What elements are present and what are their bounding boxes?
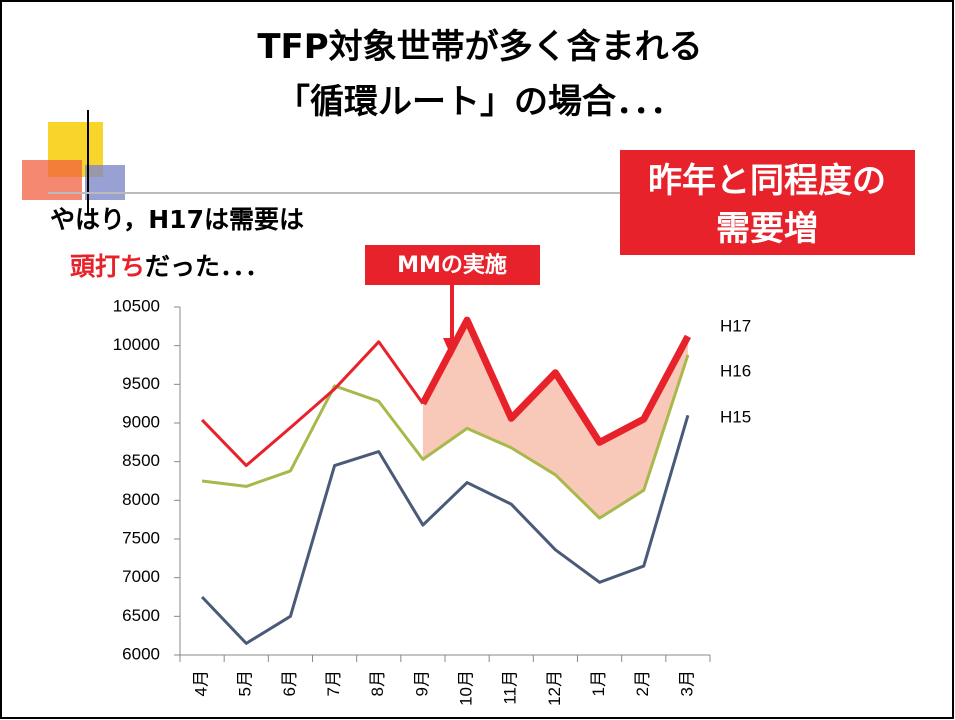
deco <box>85 165 125 200</box>
note-red: 頭打ち <box>70 252 145 281</box>
x-tick-label: 2月 <box>633 670 652 696</box>
callout: 昨年と同程度の <box>648 161 886 201</box>
note: やはり，H17は需要は <box>50 205 304 234</box>
y-tick-label: 10500 <box>113 296 160 315</box>
mm-label: MMの実施 <box>397 252 507 278</box>
callout: 需要増 <box>716 209 818 249</box>
y-tick-label: 9000 <box>122 412 160 431</box>
y-tick-label: 6500 <box>122 606 160 625</box>
y-tick-label: 6000 <box>122 644 160 663</box>
x-tick-label: 10月 <box>457 670 476 706</box>
note: 頭打ちだった．．． <box>70 252 270 281</box>
mm-box <box>365 245 540 285</box>
x-tick-label: 9月 <box>412 670 431 696</box>
y-tick-label: 7000 <box>122 567 160 586</box>
line-h17-emph <box>419 316 692 446</box>
callout-box <box>620 150 915 255</box>
line-h15 <box>200 414 690 645</box>
x-tick-label: 1月 <box>589 670 608 696</box>
x-tick-label: 5月 <box>236 670 255 696</box>
line-h16 <box>201 354 690 520</box>
note-rest: だった．．． <box>145 252 270 281</box>
line-h17 <box>201 340 425 468</box>
x-tick-label: 6月 <box>280 670 299 696</box>
series-label: H17 <box>720 316 751 335</box>
y-tick-label: 8000 <box>122 490 160 509</box>
series-label: H15 <box>720 407 751 426</box>
y-tick-label: 10000 <box>113 335 160 354</box>
y-tick-label: 8500 <box>122 451 160 470</box>
x-tick-label: 7月 <box>324 670 343 696</box>
x-tick-label: 3月 <box>677 670 696 696</box>
title: 「循環ルート」の場合．．． <box>276 82 684 122</box>
x-tick-label: 8月 <box>368 670 387 696</box>
title: TFP対象世帯が多く含まれる <box>257 27 702 67</box>
plot: 6000 6500 7000 7500 8000 8500 9000 9500 10000 105… <box>113 296 751 705</box>
y-tick-label: 7500 <box>122 528 160 547</box>
x-tick-label: 4月 <box>192 670 211 696</box>
x-tick-label: 12月 <box>545 670 564 706</box>
series-label: H16 <box>720 361 751 380</box>
y-tick-label: 9500 <box>122 374 160 393</box>
x-tick-label: 11月 <box>501 670 520 705</box>
